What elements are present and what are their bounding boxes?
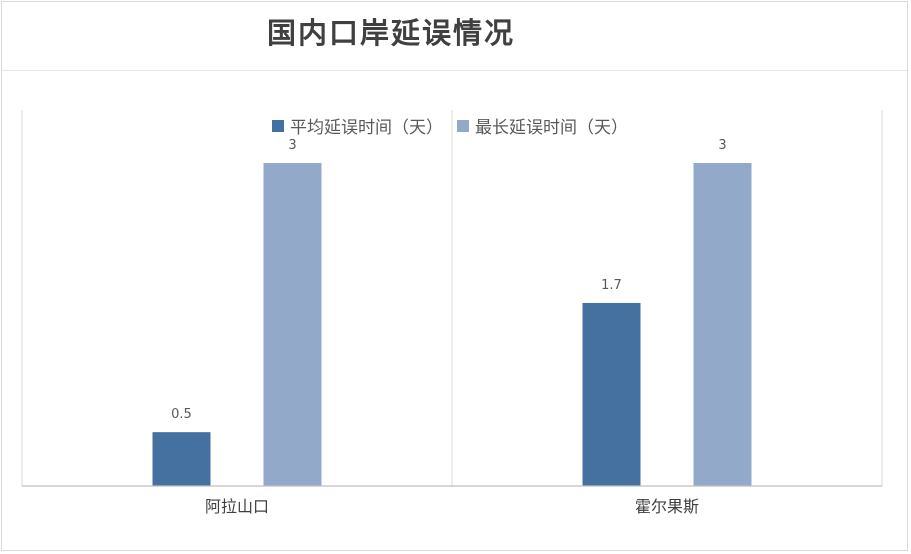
legend-swatch-max	[457, 119, 469, 132]
bar-average-1	[582, 302, 641, 486]
chart-title: 国内口岸延误情况	[267, 16, 516, 50]
data-label: 1.7	[601, 278, 622, 293]
chart-legend: 平均延误时间（天） 最长延误时间（天）	[272, 113, 628, 138]
category-label: 阿拉山口	[205, 497, 269, 516]
legend-item-max: 最长延误时间（天）	[457, 113, 628, 138]
legend-item-average: 平均延误时间（天）	[272, 113, 443, 138]
plot-area: 0.5 3 阿拉山口 1.7 3 霍尔果斯	[21, 110, 883, 516]
legend-swatch-average	[272, 119, 284, 132]
legend-label-average: 平均延误时间（天）	[290, 118, 443, 138]
bar-max-0	[263, 163, 322, 486]
legend-label-max: 最长延误时间（天）	[475, 118, 628, 138]
data-label: 0.5	[171, 407, 192, 422]
bar-average-0	[152, 432, 211, 486]
data-label: 3	[288, 138, 296, 153]
category-label: 霍尔果斯	[635, 497, 699, 516]
bar-max-1	[693, 163, 752, 486]
title-divider	[2, 70, 909, 71]
data-label: 3	[718, 138, 726, 153]
